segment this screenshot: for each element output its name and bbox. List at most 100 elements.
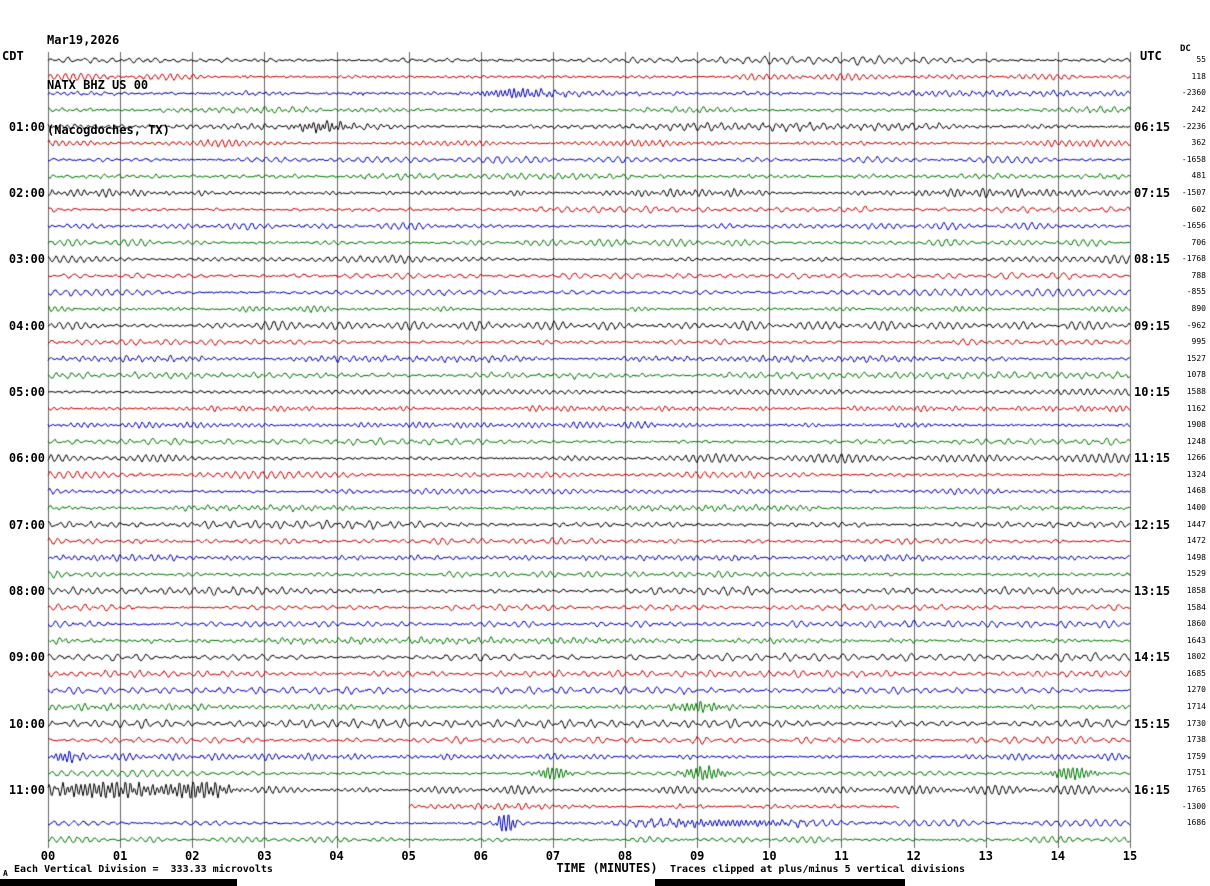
utc-hour-label: 12:15 <box>1134 517 1171 532</box>
cdt-hour-label: 10:00 <box>8 716 45 731</box>
dc-offset-value: 242 <box>1191 105 1206 115</box>
dc-offset-value: 1714 <box>1186 702 1206 712</box>
dc-offset-value: 1324 <box>1186 469 1206 479</box>
dc-offset-value: 1472 <box>1186 536 1206 546</box>
dc-offset-value: 1802 <box>1186 652 1206 662</box>
dc-offset-value: 1468 <box>1186 486 1206 496</box>
dc-offset-value: 1584 <box>1186 602 1206 612</box>
clip-note: Traces clipped at plus/minus 5 vertical … <box>670 864 966 875</box>
dc-offset-value: 1759 <box>1186 751 1206 761</box>
dc-offset-value: 1685 <box>1186 668 1206 678</box>
dc-offset-value: 55 <box>1196 55 1206 65</box>
x-tick-label: 15 <box>1122 849 1138 863</box>
dc-offset-value: 1498 <box>1186 552 1206 562</box>
x-tick-label: 01 <box>112 849 128 863</box>
cdt-hour-label: 07:00 <box>8 517 45 532</box>
right-timezone-label: UTC <box>1140 49 1162 63</box>
x-tick-label: 02 <box>185 849 200 863</box>
x-tick-label: 08 <box>617 849 633 863</box>
cdt-hour-label: 03:00 <box>8 252 45 267</box>
dc-offset-value: 1529 <box>1186 569 1206 579</box>
cdt-hour-label: 06:00 <box>8 451 45 466</box>
dc-offset-value: 1686 <box>1186 818 1206 828</box>
dc-offset-value: -2236 <box>1181 121 1206 131</box>
x-tick-label: 09 <box>689 849 705 863</box>
utc-hour-label: 15:15 <box>1134 716 1171 731</box>
cdt-hour-label: 05:00 <box>8 384 45 399</box>
x-tick-label: 05 <box>401 849 416 863</box>
dc-offset-value: -1658 <box>1181 154 1206 164</box>
dc-offset-value: -962 <box>1186 320 1206 330</box>
dc-offset-value: 788 <box>1191 270 1206 280</box>
header-station: NATX BHZ US 00 <box>47 78 149 92</box>
cdt-hour-label: 04:00 <box>8 318 45 333</box>
utc-hour-label: 14:15 <box>1134 650 1171 665</box>
x-tick-label: 10 <box>762 849 777 863</box>
dc-offset-value: 1527 <box>1186 353 1206 363</box>
bottom-left-mark: A <box>3 869 8 878</box>
dc-offset-value: 1908 <box>1186 420 1206 430</box>
cdt-hour-label: 09:00 <box>8 650 45 665</box>
dc-offset-value: 890 <box>1191 304 1206 314</box>
x-tick-label: 07 <box>545 849 561 863</box>
utc-hour-label: 06:15 <box>1134 119 1171 134</box>
x-axis-title: TIME (MINUTES) <box>556 861 658 875</box>
dc-offset-value: 1588 <box>1186 386 1206 396</box>
dc-offset-value: 1447 <box>1186 519 1206 529</box>
dc-offset-value: 1400 <box>1186 503 1206 513</box>
dc-offset-value: 1266 <box>1186 453 1206 463</box>
header-location: (Nacogdoches, TX) <box>47 123 170 137</box>
dc-offset-value: -1656 <box>1181 221 1206 231</box>
utc-hour-label: 09:15 <box>1134 318 1171 333</box>
dc-offset-value: 1751 <box>1186 768 1206 778</box>
dc-offset-value: 602 <box>1191 204 1206 214</box>
dc-offset-value: 362 <box>1191 138 1206 148</box>
utc-hour-label: 10:15 <box>1134 384 1171 399</box>
x-tick-label: 13 <box>978 849 993 863</box>
x-tick-label: 14 <box>1050 849 1066 863</box>
dc-offset-value: 1730 <box>1186 718 1206 728</box>
dc-offset-value: 1270 <box>1186 685 1206 695</box>
utc-hour-label: 11:15 <box>1134 451 1171 466</box>
cdt-hour-label: 08:00 <box>8 583 45 598</box>
dc-offset-value: 1248 <box>1186 436 1206 446</box>
x-tick-label: 06 <box>473 849 489 863</box>
dc-offset-value: 481 <box>1191 171 1206 181</box>
dc-offset-value: 995 <box>1191 337 1206 347</box>
dc-offset-value: 1078 <box>1186 370 1206 380</box>
dc-offset-value: -1300 <box>1181 801 1206 811</box>
utc-hour-label: 16:15 <box>1134 782 1171 797</box>
dc-offset-value: 706 <box>1191 237 1206 247</box>
utc-hour-label: 08:15 <box>1134 252 1171 267</box>
dc-offset-header: DC <box>1180 44 1191 54</box>
dc-offset-value: 1765 <box>1186 784 1206 794</box>
cdt-hour-label: 11:00 <box>8 782 45 797</box>
utc-hour-label: 13:15 <box>1134 583 1171 598</box>
scale-note: Each Vertical Division = 333.33 microvol… <box>14 864 273 875</box>
dc-offset-value: -855 <box>1186 287 1206 297</box>
utc-hour-label: 07:15 <box>1134 185 1171 200</box>
x-tick-label: 03 <box>257 849 272 863</box>
x-tick-label: 04 <box>329 849 344 863</box>
dc-offset-value: -1768 <box>1181 254 1206 264</box>
dc-offset-value: 1738 <box>1186 735 1206 745</box>
dc-offset-value: 118 <box>1191 71 1206 81</box>
cdt-hour-label: 02:00 <box>8 185 45 200</box>
header-date: Mar19,2026 <box>47 33 120 47</box>
dc-offset-value: 1162 <box>1186 403 1206 413</box>
dc-offset-value: 1860 <box>1186 619 1206 629</box>
dc-offset-value: 1643 <box>1186 635 1206 645</box>
footer-bar-right <box>655 879 905 886</box>
cdt-hour-label: 01:00 <box>8 119 45 134</box>
x-tick-label: 11 <box>834 849 849 863</box>
dc-offset-value: -1507 <box>1181 187 1206 197</box>
dc-offset-value: 1858 <box>1186 585 1206 595</box>
footer-bar-left <box>0 879 237 886</box>
left-timezone-label: CDT <box>2 49 24 63</box>
plot-header: Mar19,2026 NATX BHZ US 00 (Nacogdoches, … <box>47 3 170 168</box>
x-tick-label: 12 <box>906 849 921 863</box>
dc-offset-value: -2360 <box>1181 88 1206 98</box>
x-tick-label: 00 <box>40 849 56 863</box>
